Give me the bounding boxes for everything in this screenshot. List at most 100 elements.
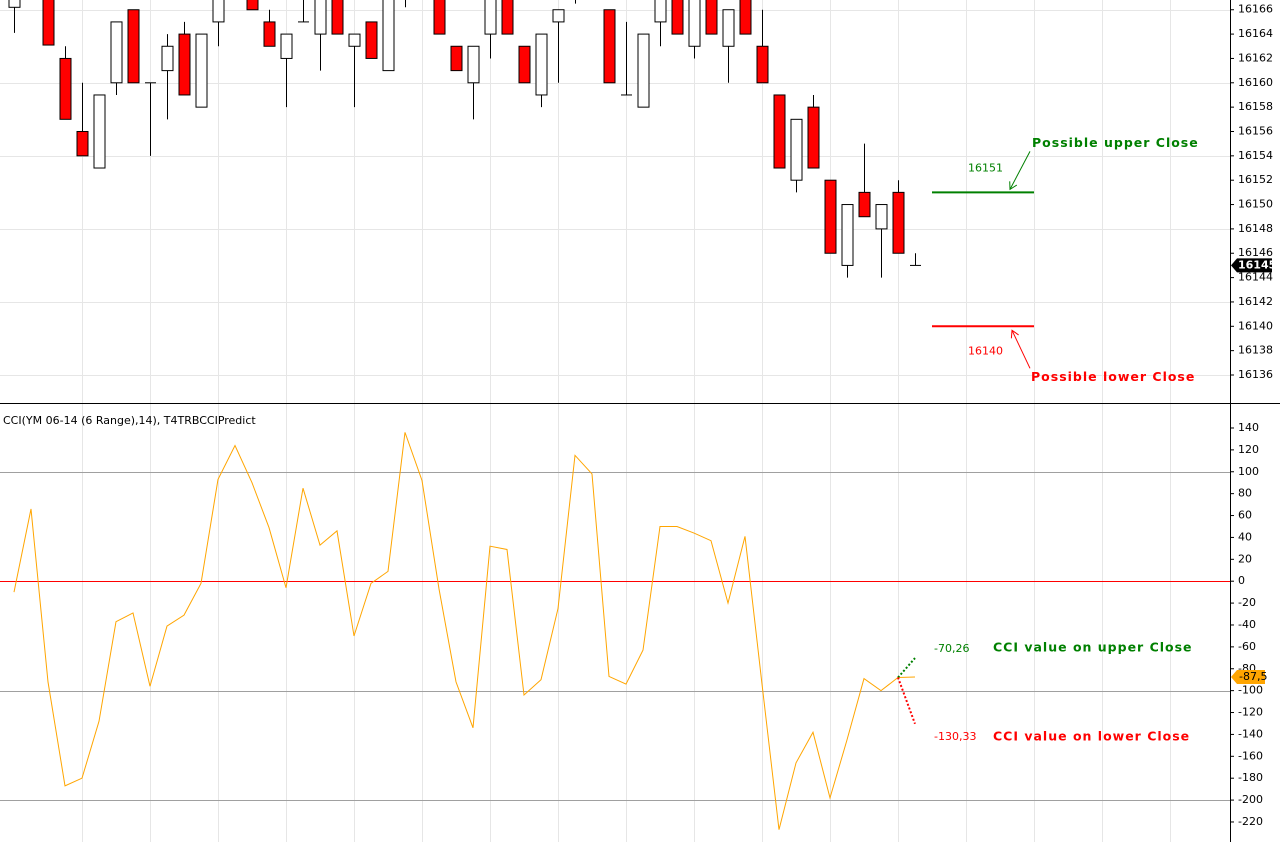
y-tick-label: 16160 (1238, 76, 1273, 89)
candle-body (8, 0, 21, 8)
last-price-tag (1231, 258, 1272, 273)
y-tick-label: -220 (1238, 815, 1263, 828)
prediction-text: CCI value on upper Close (993, 640, 1193, 655)
candle-body (739, 0, 752, 35)
candle-body (365, 21, 378, 59)
y-tick-label: 16144 (1238, 271, 1273, 284)
prediction-line (897, 657, 916, 679)
y-tick-label: 0 (1238, 574, 1245, 587)
candle-body (59, 57, 72, 120)
y-tick-label: -40 (1238, 618, 1256, 631)
candle-body (637, 33, 650, 108)
y-tick-label: 120 (1238, 443, 1259, 456)
prediction-value: -130,33 (934, 730, 976, 743)
candle-body (280, 33, 293, 59)
last-price-label: 16145 (1238, 258, 1276, 271)
candle-body (212, 0, 225, 23)
annotation-value: 16140 (968, 344, 1003, 357)
y-tick-label: 16152 (1238, 173, 1273, 186)
y-tick-label: 16166 (1238, 3, 1273, 16)
candle-body (875, 204, 888, 230)
candle-body (127, 9, 140, 84)
y-tick-label: 80 (1238, 487, 1252, 500)
y-tick-label: 16142 (1238, 295, 1273, 308)
annotation-arrowhead (1010, 329, 1019, 339)
candle-body (93, 94, 106, 169)
y-tick-label: -20 (1238, 596, 1256, 609)
candle-body (790, 118, 803, 181)
annotation-arrowhead (1009, 181, 1018, 191)
candle-body (76, 130, 89, 157)
candle-body (892, 191, 905, 254)
candle-body (807, 106, 820, 169)
candle-body (331, 0, 344, 35)
candle-body (722, 9, 735, 47)
candle-body (756, 45, 769, 84)
y-tick-label: -60 (1238, 640, 1256, 653)
y-tick-label: 16136 (1238, 368, 1273, 381)
y-tick-label: 20 (1238, 552, 1252, 565)
candle-body (518, 45, 531, 84)
candle-body (501, 0, 514, 35)
y-tick-label: 60 (1238, 509, 1252, 522)
candle-body (535, 33, 548, 96)
y-tick-label: 40 (1238, 530, 1252, 543)
y-tick-label: -140 (1238, 727, 1263, 740)
y-tick-label: 16150 (1238, 198, 1273, 211)
candle-body (195, 33, 208, 108)
candle-body (246, 0, 259, 11)
y-tick-label: 16164 (1238, 27, 1273, 40)
candle-body (484, 0, 497, 35)
candle-body (552, 9, 565, 23)
candle-body (161, 45, 174, 72)
candle-body (178, 33, 191, 96)
y-tick-label: 16140 (1238, 319, 1273, 332)
y-tick-label: 16146 (1238, 246, 1273, 259)
candle-body (110, 21, 123, 84)
prediction-text: CCI value on lower Close (993, 728, 1190, 743)
y-tick-label: -120 (1238, 706, 1263, 719)
annotation-text: Possible upper Close (1032, 135, 1199, 150)
annotation-arrow (1011, 330, 1031, 369)
y-tick-label: 140 (1238, 421, 1259, 434)
candle-body (773, 94, 786, 169)
candle-body (42, 0, 55, 46)
candle-body (450, 45, 463, 72)
prediction-line (897, 677, 916, 725)
y-tick-label: -200 (1238, 793, 1263, 806)
y-tick-label: 16158 (1238, 100, 1273, 113)
candle-body (603, 9, 616, 84)
cci-title: CCI(YM 06-14 (6 Range),14), T4TRBCCIPred… (3, 414, 256, 427)
last-value-label: -87,5 (1239, 670, 1267, 683)
candle-body (314, 0, 327, 35)
grid (0, 0, 1230, 842)
annotation-arrow (1009, 151, 1031, 190)
y-tick-label: 100 (1238, 465, 1259, 478)
overlay: 16136 16138 16140 16142 16144 16146 16148 16150… (932, 3, 1276, 828)
candle-body (382, 0, 395, 72)
y-tick-label: 16148 (1238, 222, 1273, 235)
y-tick-label: -100 (1238, 684, 1263, 697)
candle-body (705, 0, 718, 35)
candle-body (824, 179, 837, 254)
prediction-value: -70,26 (934, 642, 969, 655)
candle-body (348, 33, 361, 47)
y-tick-label: 16138 (1238, 344, 1273, 357)
candle-body (671, 0, 684, 35)
candle-body (688, 0, 701, 47)
y-tick-label: 16162 (1238, 51, 1273, 64)
candle-body (841, 204, 854, 266)
price-plot (8, 0, 921, 278)
cci-line (13, 432, 916, 830)
candle-body (263, 21, 276, 47)
y-tick-label: -180 (1238, 771, 1263, 784)
last-value-tag (1231, 669, 1265, 684)
candle-body (433, 0, 446, 35)
candle-body (858, 191, 871, 218)
y-tick-label: 16156 (1238, 124, 1273, 137)
annotation-text: Possible lower Close (1031, 369, 1195, 384)
candle-body (654, 0, 667, 23)
annotation-value: 16151 (968, 161, 1003, 174)
